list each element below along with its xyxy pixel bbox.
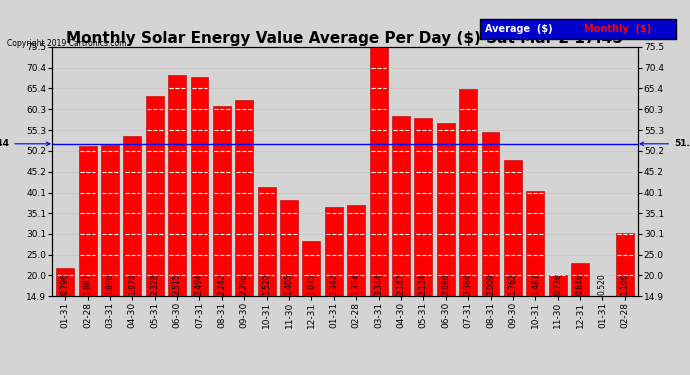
Bar (56, 268, 74, 358)
Text: 1.887: 1.887 (83, 274, 92, 296)
Bar (370, 0, 388, 358)
Text: 51.944: 51.944 (0, 139, 50, 148)
Bar (415, 118, 433, 358)
Bar (190, 77, 208, 358)
Text: 2.494: 2.494 (195, 274, 204, 296)
Bar (235, 100, 253, 358)
Bar (168, 75, 186, 358)
Text: 2.296: 2.296 (239, 274, 249, 296)
Bar (101, 145, 119, 358)
Bar (302, 241, 320, 358)
Text: 2.134: 2.134 (419, 274, 428, 296)
Bar (504, 160, 522, 358)
Text: 2.515: 2.515 (172, 274, 181, 296)
Bar (124, 136, 141, 358)
Text: 2.009: 2.009 (486, 274, 495, 296)
Text: 1.974: 1.974 (128, 274, 137, 296)
Text: 1.035: 1.035 (307, 274, 316, 296)
Bar (146, 96, 164, 358)
Bar (347, 206, 365, 358)
Title: Monthly Solar Energy Value Average Per Day ($) Sat Mar 2 17:45: Monthly Solar Energy Value Average Per D… (66, 31, 624, 46)
Bar (549, 275, 566, 358)
Bar (325, 207, 343, 358)
Text: 0.796: 0.796 (61, 273, 70, 296)
Bar (593, 299, 611, 358)
Text: 2.328: 2.328 (150, 274, 159, 296)
Bar (79, 146, 97, 358)
Bar (280, 200, 298, 358)
Text: 0.846: 0.846 (575, 274, 584, 296)
Bar (526, 191, 544, 358)
Text: 51.944: 51.944 (640, 139, 690, 148)
Text: 2.388: 2.388 (464, 274, 473, 296)
Text: 1.483: 1.483 (531, 274, 540, 296)
Text: 3.344: 3.344 (374, 273, 383, 296)
Text: 1.106: 1.106 (620, 274, 629, 296)
Text: Copyright 2019 Cartronics.com: Copyright 2019 Cartronics.com (7, 39, 126, 48)
Text: Monthly  ($): Monthly ($) (584, 24, 651, 34)
Text: 1.520: 1.520 (262, 274, 271, 296)
Bar (571, 262, 589, 358)
Text: 0.520: 0.520 (598, 274, 607, 296)
Text: 1.354: 1.354 (352, 274, 361, 296)
Bar (257, 187, 275, 358)
Bar (392, 116, 410, 358)
Text: 1.342: 1.342 (329, 274, 338, 296)
Bar (616, 233, 634, 358)
Text: 1.405: 1.405 (284, 274, 293, 296)
Text: 1.896: 1.896 (106, 274, 115, 296)
Bar (482, 132, 500, 358)
Bar (437, 123, 455, 358)
Text: 2.147: 2.147 (397, 274, 406, 296)
Text: 2.088: 2.088 (441, 274, 451, 296)
Bar (459, 89, 477, 358)
Text: 0.736: 0.736 (553, 273, 562, 296)
Text: Average  ($): Average ($) (485, 24, 553, 34)
Bar (213, 106, 231, 358)
Text: 2.242: 2.242 (217, 274, 226, 296)
Text: 1.762: 1.762 (509, 274, 518, 296)
